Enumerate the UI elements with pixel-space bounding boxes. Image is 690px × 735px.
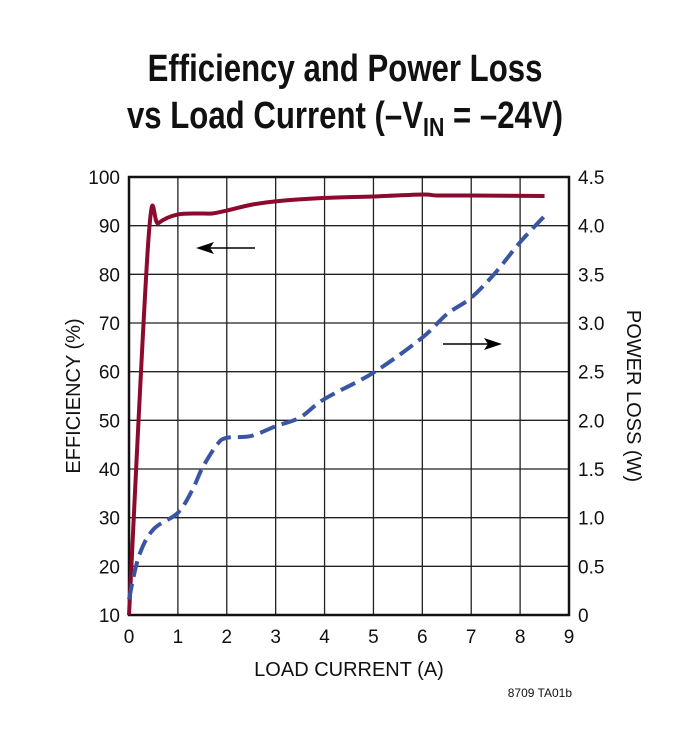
x-tick-label: 0 bbox=[124, 627, 135, 648]
figure-code: 8709 TA01b bbox=[508, 686, 573, 700]
title-suffix: = –24V) bbox=[444, 95, 564, 137]
y-axis-left-label: EFFICIENCY (%) bbox=[63, 318, 85, 473]
title-prefix: vs Load Current (–V bbox=[126, 95, 424, 137]
x-tick-label: 6 bbox=[417, 627, 428, 648]
y-left-tick-label: 40 bbox=[99, 460, 120, 481]
chart-title-line1: Efficiency and Power Loss bbox=[147, 48, 543, 90]
plot-frame bbox=[127, 175, 571, 617]
title-subscript: IN bbox=[423, 112, 445, 142]
x-tick-label: 2 bbox=[221, 627, 232, 648]
y-right-tick-label: 1.0 bbox=[578, 509, 604, 530]
y-left-tick-label: 10 bbox=[99, 606, 120, 627]
y-left-tick-label: 20 bbox=[99, 557, 120, 578]
y-right-tick-label: 2.5 bbox=[578, 363, 604, 384]
x-tick-label: 7 bbox=[466, 627, 477, 648]
y-left-tick-label: 60 bbox=[99, 363, 120, 384]
efficiency-line bbox=[127, 192, 545, 616]
y-left-tick-label: 100 bbox=[88, 168, 120, 189]
x-tick-label: 9 bbox=[564, 627, 575, 648]
y-right-tick-label: 3.0 bbox=[578, 314, 604, 335]
y-right-tick-label: 0 bbox=[578, 606, 589, 627]
y-right-tick-label: 4.5 bbox=[578, 168, 604, 189]
y-right-tick-label: 2.0 bbox=[578, 411, 604, 432]
y-left-tick-label: 70 bbox=[99, 314, 120, 335]
y-right-tick-label: 1.5 bbox=[578, 460, 604, 481]
y-right-tick-label: 3.5 bbox=[578, 265, 604, 286]
y-right-tick-label: 0.5 bbox=[578, 557, 604, 578]
y-left-tick-label: 30 bbox=[99, 509, 120, 530]
y-left-tick-label: 80 bbox=[99, 265, 120, 286]
y-left-tick-label: 50 bbox=[99, 411, 120, 432]
left-arrow bbox=[196, 242, 255, 254]
x-tick-label: 3 bbox=[270, 627, 281, 648]
y-axis-right-label: POWER LOSS (W) bbox=[622, 310, 644, 482]
x-axis-label: LOAD CURRENT (A) bbox=[254, 659, 444, 681]
x-tick-label: 1 bbox=[173, 627, 184, 648]
power-loss-line bbox=[127, 214, 547, 600]
x-tick-label: 5 bbox=[368, 627, 379, 648]
y-right-tick-label: 4.0 bbox=[578, 217, 604, 238]
chart-title-line2: vs Load Current (–VIN = –24V) bbox=[62, 95, 628, 143]
x-tick-label: 8 bbox=[515, 627, 526, 648]
x-tick-label: 4 bbox=[319, 627, 330, 648]
y-left-tick-label: 90 bbox=[99, 217, 120, 238]
right-arrow bbox=[443, 338, 502, 350]
